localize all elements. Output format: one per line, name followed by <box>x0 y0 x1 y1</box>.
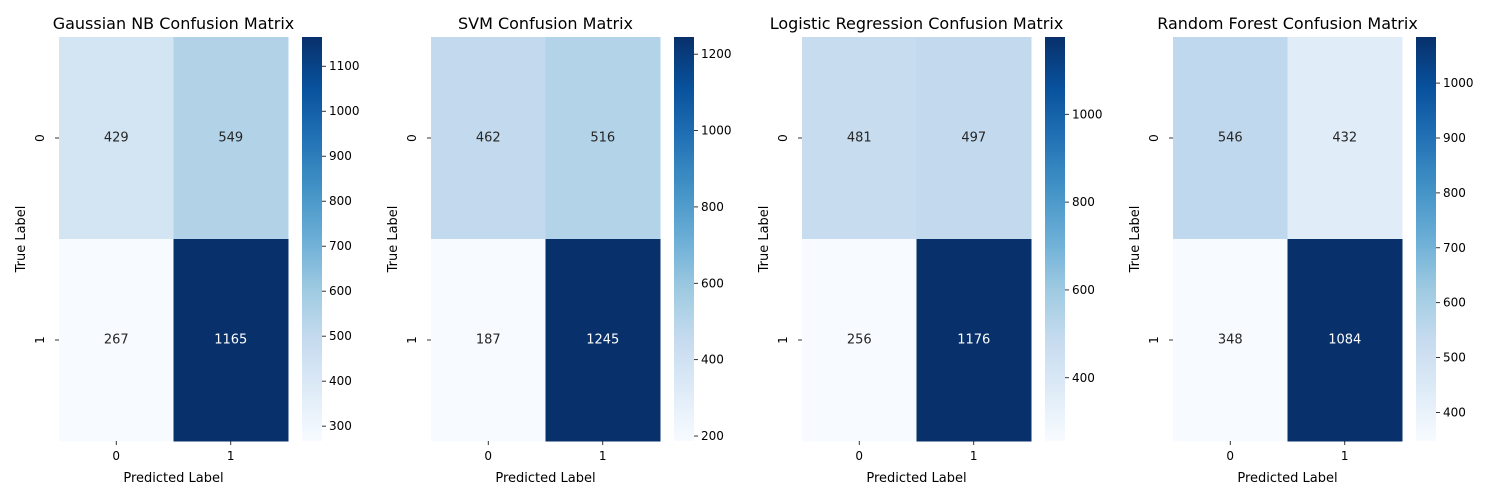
heatmap-cell-0-0-1 <box>173 37 289 240</box>
colorbar-tick-label-1-5: 1200 <box>701 47 732 61</box>
y-tick-label-1-0: 0 <box>405 134 419 142</box>
heatmap-panel-0: 429 549 267 1165 0 1 0 1 Gaussian NB Confusion M… <box>14 14 360 486</box>
x-axis-label-3: Predicted Label <box>1237 471 1337 486</box>
colorbar-tick-label-2-1: 600 <box>1072 283 1095 297</box>
x-axis-label-2: Predicted Label <box>866 471 966 486</box>
y-tick-label-0-0: 0 <box>33 134 47 142</box>
colorbar-tick-label-3-6: 1000 <box>1443 76 1474 90</box>
heatmap-cell-3-1-1 <box>1287 239 1403 442</box>
colorbar-tick-label-3-1: 500 <box>1443 351 1466 365</box>
y-tick-label-2-0: 0 <box>776 134 790 142</box>
cell-value-label-3-1-1: 1084 <box>1328 333 1361 348</box>
x-tick-label-2-0: 0 <box>855 449 863 463</box>
chart-title-0: Gaussian NB Confusion Matrix <box>53 14 295 33</box>
y-tick-label-0-1: 1 <box>33 336 47 344</box>
y-tick-label-1-1: 1 <box>405 336 419 344</box>
cell-value-label-3-1-0: 348 <box>1218 333 1243 348</box>
heatmap-cell-0-1-1 <box>173 239 289 442</box>
x-axis-label-1: Predicted Label <box>495 471 595 486</box>
x-tick-label-3-1: 1 <box>1341 449 1349 463</box>
colorbar-tick-label-0-7: 1000 <box>329 104 360 118</box>
heatmap-cell-2-1-0 <box>802 239 917 442</box>
colorbar-tick-label-2-2: 800 <box>1072 195 1095 209</box>
cell-value-label-1-1-0: 187 <box>476 333 501 348</box>
colorbar-tick-label-3-0: 400 <box>1443 405 1466 419</box>
colorbar-tick-label-0-8: 1100 <box>329 59 360 73</box>
colorbar-3 <box>1416 37 1436 441</box>
cell-value-label-2-1-1: 1176 <box>957 333 990 348</box>
heatmap-cell-3-0-1 <box>1287 37 1403 240</box>
colorbar-tick-label-2-3: 1000 <box>1072 107 1103 121</box>
heatmap-cell-2-1-1 <box>916 239 1032 442</box>
y-tick-label-3-0: 0 <box>1147 134 1161 142</box>
y-axis-label-3: True Label <box>1128 206 1143 274</box>
heatmap-cell-3-1-0 <box>1173 239 1288 442</box>
cell-value-label-1-0-1: 516 <box>590 131 615 146</box>
colorbar-tick-label-1-2: 600 <box>701 276 724 290</box>
colorbar-tick-label-2-0: 400 <box>1072 371 1095 385</box>
cell-value-label-2-0-1: 497 <box>961 131 986 146</box>
colorbar-2 <box>1045 37 1065 441</box>
x-tick-label-2-1: 1 <box>970 449 978 463</box>
heatmap-cell-1-0-1 <box>545 37 661 240</box>
colorbar-tick-label-1-1: 400 <box>701 353 724 367</box>
colorbar-tick-label-3-3: 700 <box>1443 241 1466 255</box>
x-tick-label-0-1: 1 <box>227 449 235 463</box>
heatmap-cell-0-1-0 <box>59 239 174 442</box>
y-tick-label-3-1: 1 <box>1147 336 1161 344</box>
colorbar-tick-label-0-1: 400 <box>329 374 352 388</box>
colorbar-tick-label-0-5: 800 <box>329 194 352 208</box>
heatmap-cell-3-0-0 <box>1173 37 1288 240</box>
cell-value-label-2-1-0: 256 <box>847 333 872 348</box>
chart-title-1: SVM Confusion Matrix <box>458 14 633 33</box>
cell-value-label-1-0-0: 462 <box>476 131 501 146</box>
x-tick-label-0-0: 0 <box>112 449 120 463</box>
y-tick-label-2-1: 1 <box>776 336 790 344</box>
cell-value-label-0-0-0: 429 <box>104 131 129 146</box>
heatmap-panel-3: 546 432 348 1084 0 1 0 1 Random Forest Confusion… <box>1128 14 1474 486</box>
colorbar-tick-label-3-5: 900 <box>1443 131 1466 145</box>
colorbar-tick-label-0-6: 900 <box>329 149 352 163</box>
heatmap-cell-1-1-1 <box>545 239 661 442</box>
colorbar-tick-label-0-2: 500 <box>329 329 352 343</box>
cell-value-label-3-0-0: 546 <box>1218 131 1243 146</box>
colorbar-0 <box>302 37 322 441</box>
colorbar-tick-label-0-3: 600 <box>329 284 352 298</box>
cell-value-label-0-1-0: 267 <box>104 333 129 348</box>
cell-value-label-2-0-0: 481 <box>847 131 872 146</box>
heatmap-cell-0-0-0 <box>59 37 174 240</box>
x-tick-label-1-0: 0 <box>484 449 492 463</box>
y-axis-label-1: True Label <box>386 206 401 274</box>
cell-value-label-1-1-1: 1245 <box>586 333 619 348</box>
colorbar-tick-label-1-0: 200 <box>701 429 724 443</box>
colorbar-tick-label-1-3: 800 <box>701 200 724 214</box>
colorbar-tick-label-0-4: 700 <box>329 239 352 253</box>
colorbar-tick-label-1-4: 1000 <box>701 124 732 138</box>
chart-title-2: Logistic Regression Confusion Matrix <box>770 14 1064 33</box>
heatmap-cell-1-0-0 <box>431 37 546 240</box>
heatmap-panel-1: 462 516 187 1245 0 1 0 1 SVM Confusion Matrix Pre… <box>386 14 732 486</box>
colorbar-tick-label-0-0: 300 <box>329 419 352 433</box>
cell-value-label-0-1-1: 1165 <box>214 333 247 348</box>
colorbar-tick-label-3-4: 800 <box>1443 186 1466 200</box>
heatmap-panel-2: 481 497 256 1176 0 1 0 1 Logistic Regression Con… <box>757 14 1103 486</box>
colorbar-tick-label-3-2: 600 <box>1443 296 1466 310</box>
heatmap-cell-2-0-0 <box>802 37 917 240</box>
x-tick-label-3-0: 0 <box>1226 449 1234 463</box>
x-tick-label-1-1: 1 <box>599 449 607 463</box>
y-axis-label-2: True Label <box>757 206 772 274</box>
cell-value-label-3-0-1: 432 <box>1332 131 1357 146</box>
heatmap-cell-2-0-1 <box>916 37 1032 240</box>
heatmap-cell-1-1-0 <box>431 239 546 442</box>
colorbar-1 <box>674 37 694 441</box>
cell-value-label-0-0-1: 549 <box>218 131 243 146</box>
y-axis-label-0: True Label <box>14 206 29 274</box>
x-axis-label-0: Predicted Label <box>123 471 223 486</box>
chart-title-3: Random Forest Confusion Matrix <box>1157 14 1418 33</box>
